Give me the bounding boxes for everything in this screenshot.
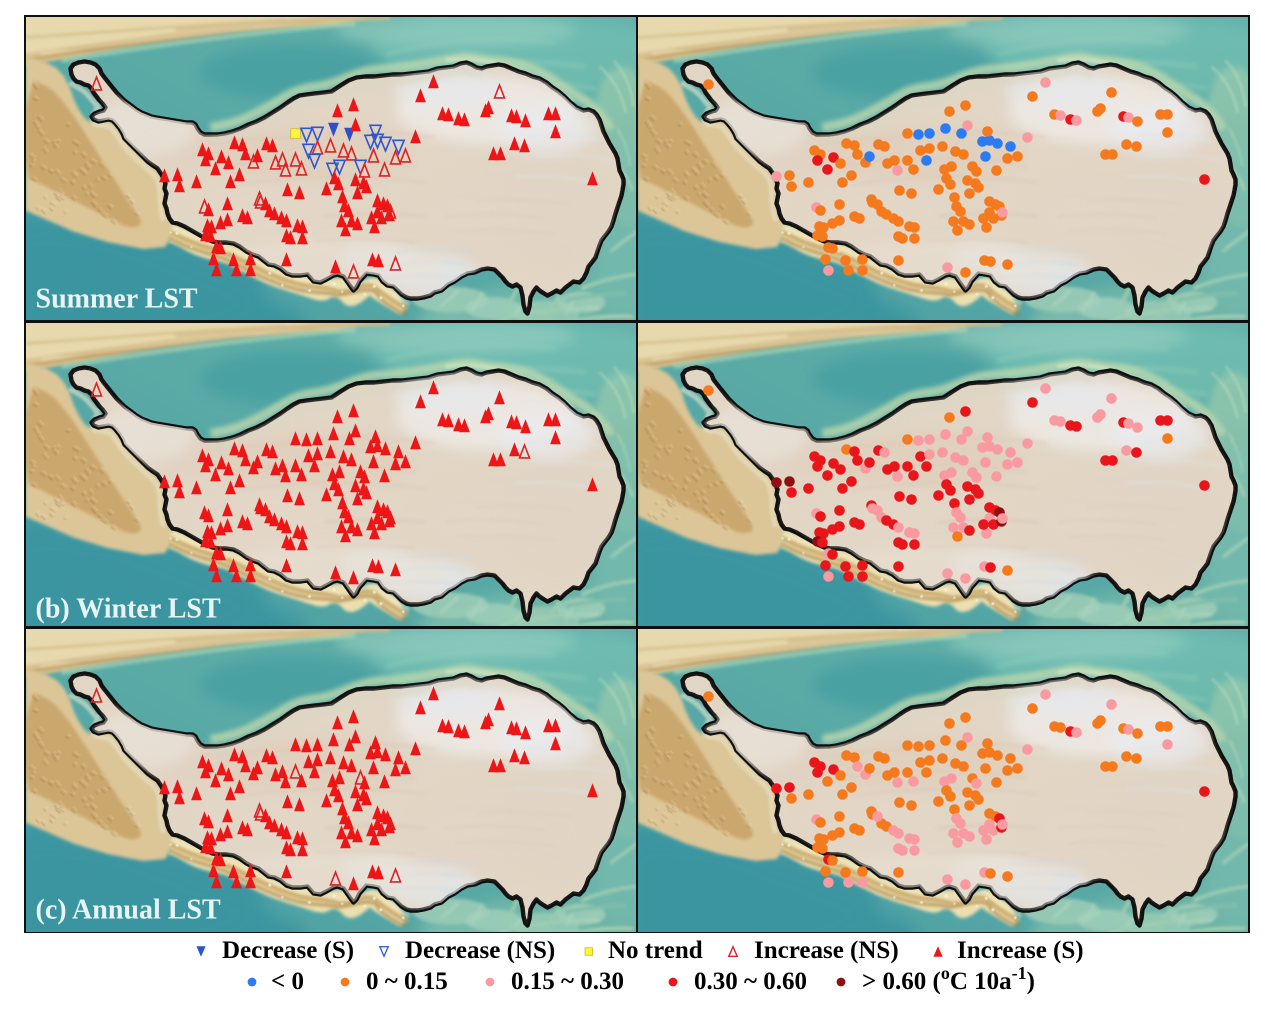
svg-text:> 0.60 (oC 10a-1): > 0.60 (oC 10a-1) [862, 963, 1035, 995]
svg-text:(b) Winter LST: (b) Winter LST [36, 594, 221, 625]
svg-text:Increase (S): Increase (S) [957, 937, 1084, 964]
svg-text:0.30 ~ 0.60: 0.30 ~ 0.60 [694, 968, 807, 995]
svg-text:0.15 ~ 0.30: 0.15 ~ 0.30 [511, 968, 624, 995]
svg-text:Increase (NS): Increase (NS) [754, 937, 899, 964]
svg-text:Decrease (S): Decrease (S) [222, 937, 354, 964]
svg-text:No trend: No trend [608, 937, 703, 964]
svg-text:Decrease (NS): Decrease (NS) [405, 937, 555, 964]
svg-text:Summer LST: Summer LST [36, 284, 198, 315]
svg-text:(c) Annual LST: (c) Annual LST [36, 895, 221, 926]
svg-text:< 0: < 0 [271, 968, 304, 995]
svg-text:0 ~ 0.15: 0 ~ 0.15 [366, 968, 448, 995]
